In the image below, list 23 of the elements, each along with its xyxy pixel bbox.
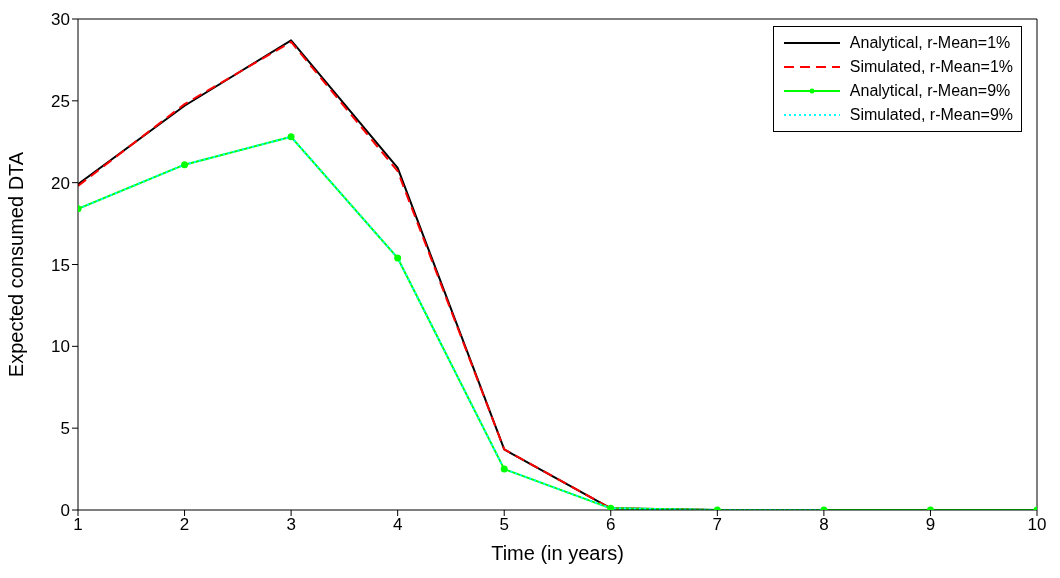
y-tick-label: 30 [51, 10, 70, 30]
x-tick-label: 2 [179, 515, 190, 535]
y-tick-label: 0 [60, 501, 70, 521]
x-axis-title: Time (in years) [491, 542, 624, 564]
y-tick-label: 20 [51, 173, 70, 193]
legend-label: Simulated, r-Mean=1% [849, 58, 1013, 76]
x-tick-label: 7 [712, 515, 723, 535]
legend-label: Simulated, r-Mean=9% [849, 106, 1013, 124]
y-tick-label: 15 [51, 255, 70, 275]
legend-label: Analytical, r-Mean=9% [849, 82, 1011, 100]
x-tick-label: 4 [392, 515, 403, 535]
x-tick-label: 10 [1027, 515, 1047, 535]
x-tick-label: 6 [606, 515, 616, 535]
legend-label: Analytical, r-Mean=1% [849, 34, 1011, 52]
y-tick-label: 5 [60, 419, 70, 439]
x-tick-label: 9 [925, 515, 936, 535]
x-tick-label: 3 [286, 515, 296, 535]
x-tick-label: 5 [499, 515, 509, 535]
y-tick-label: 10 [51, 337, 70, 357]
x-tick-label: 1 [73, 515, 83, 535]
x-tick-label: 8 [819, 515, 829, 535]
y-tick-label: 25 [51, 91, 70, 111]
y-axis-title: Expected consumed DTA [5, 151, 28, 378]
